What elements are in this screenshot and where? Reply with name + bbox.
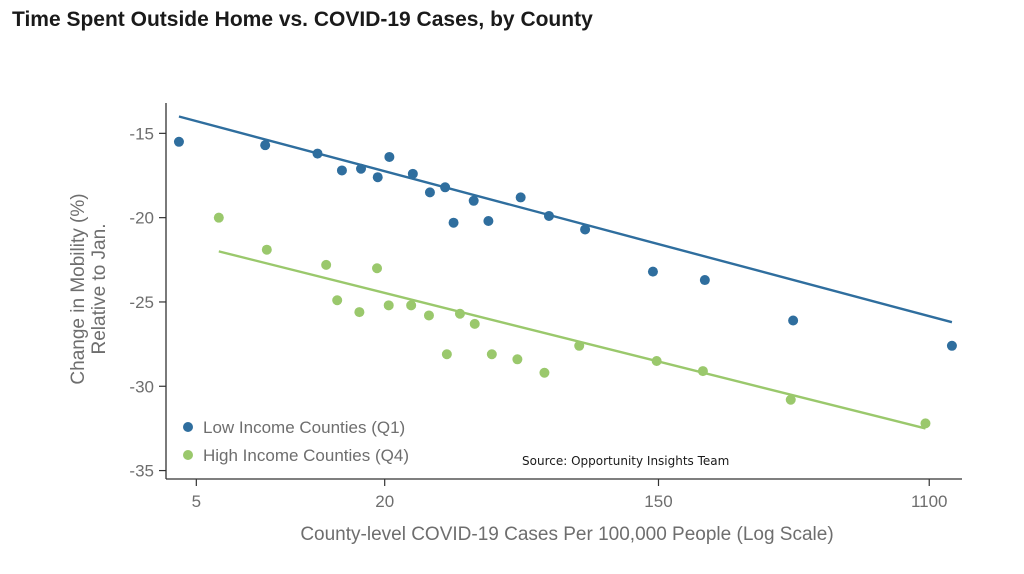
point-q4 bbox=[454, 308, 465, 319]
point-q4 bbox=[423, 310, 434, 321]
point-q1 bbox=[483, 216, 494, 227]
fit-line-q4 bbox=[218, 250, 926, 430]
fit-lines bbox=[178, 115, 953, 430]
point-q4 bbox=[697, 366, 708, 377]
point-q4 bbox=[651, 355, 662, 366]
source-note: Source: Opportunity Insights Team bbox=[522, 454, 729, 468]
point-q1 bbox=[384, 151, 395, 162]
point-q1 bbox=[543, 210, 554, 221]
point-q1 bbox=[372, 172, 383, 183]
point-q4 bbox=[920, 418, 931, 429]
x-tick-label: 1100 bbox=[911, 492, 948, 511]
point-q1 bbox=[312, 148, 323, 159]
point-q4 bbox=[441, 349, 452, 360]
y-tick-label: -35 bbox=[129, 462, 154, 481]
point-q1 bbox=[468, 195, 479, 206]
x-tick-label: 5 bbox=[192, 492, 201, 511]
y-tick-label: -15 bbox=[129, 124, 154, 143]
x-tick-label: 150 bbox=[644, 492, 672, 511]
y-axis-title: Change in Mobility (%) Relative to Jan. bbox=[68, 193, 110, 384]
y-axis-title-line-2: Relative to Jan. bbox=[89, 224, 110, 355]
data-points bbox=[173, 136, 957, 429]
legend-marker-q4 bbox=[183, 450, 193, 460]
point-q1 bbox=[647, 266, 658, 277]
point-q4 bbox=[785, 394, 796, 405]
x-ticks: 5 20 150 1100 bbox=[192, 479, 948, 511]
point-q4 bbox=[383, 300, 394, 311]
point-q1 bbox=[448, 217, 459, 228]
point-q1 bbox=[946, 340, 957, 351]
point-q1 bbox=[699, 275, 710, 286]
y-tick-label: -30 bbox=[129, 377, 154, 396]
point-q4 bbox=[512, 354, 523, 365]
y-ticks: -15 -20 -25 -30 -35 bbox=[129, 124, 166, 481]
point-q4 bbox=[486, 349, 497, 360]
point-q4 bbox=[574, 340, 585, 351]
point-q1 bbox=[580, 224, 591, 235]
y-axis-title-line-1: Change in Mobility (%) bbox=[68, 193, 89, 384]
point-q4 bbox=[406, 300, 417, 311]
legend-label-q1: Low Income Counties (Q1) bbox=[203, 418, 405, 437]
point-q1 bbox=[260, 140, 271, 151]
point-q1 bbox=[440, 182, 451, 193]
x-axis-title: County-level COVID-19 Cases Per 100,000 … bbox=[300, 524, 833, 545]
point-q1 bbox=[407, 168, 418, 179]
legend-label-q4: High Income Counties (Q4) bbox=[203, 446, 409, 465]
point-q4 bbox=[372, 263, 383, 274]
point-q4 bbox=[539, 367, 550, 378]
chart-title: Time Spent Outside Home vs. COVID-19 Cas… bbox=[12, 8, 593, 31]
y-tick-label: -25 bbox=[129, 293, 154, 312]
point-q4 bbox=[469, 318, 480, 329]
legend-marker-q1 bbox=[183, 422, 193, 432]
x-tick-label: 20 bbox=[375, 492, 394, 511]
legend: Low Income Counties (Q1) High Income Cou… bbox=[183, 418, 409, 465]
point-q4 bbox=[354, 307, 365, 318]
point-q4 bbox=[213, 212, 224, 223]
point-q4 bbox=[321, 259, 332, 270]
point-q1 bbox=[356, 163, 367, 174]
point-q4 bbox=[332, 295, 343, 306]
point-q1 bbox=[173, 136, 184, 147]
fit-line-q1 bbox=[178, 115, 953, 324]
point-q1 bbox=[336, 165, 347, 176]
point-q1 bbox=[788, 315, 799, 326]
point-q1 bbox=[515, 192, 526, 203]
point-q1 bbox=[424, 187, 435, 198]
y-tick-label: -20 bbox=[129, 209, 154, 228]
point-q4 bbox=[261, 244, 272, 255]
axes bbox=[165, 103, 962, 480]
